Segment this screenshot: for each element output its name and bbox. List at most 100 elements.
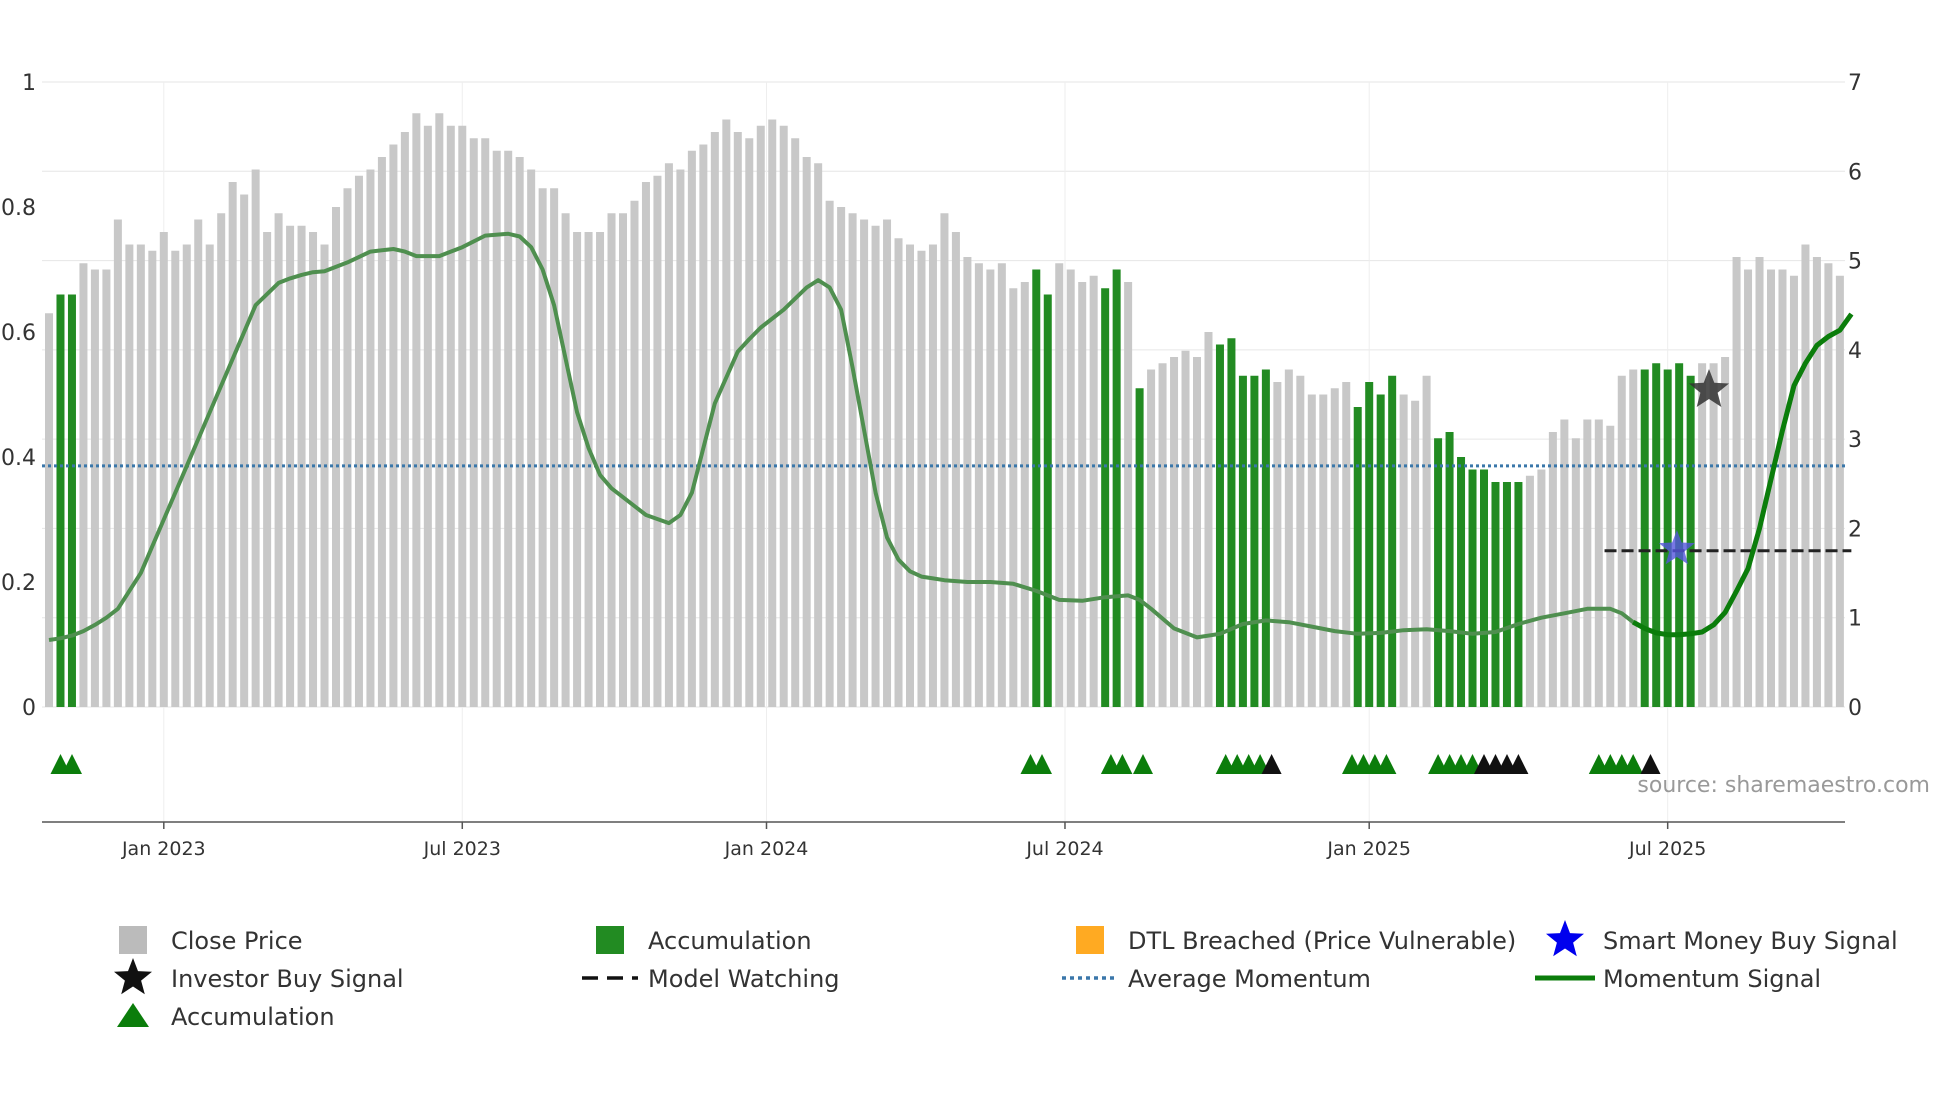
close-price-bar <box>446 125 455 707</box>
close-price-bar <box>423 125 432 707</box>
legend-star-icon <box>1546 920 1584 957</box>
legend-label: Average Momentum <box>1128 965 1371 993</box>
close-price-bar <box>687 150 696 707</box>
close-price-bar <box>1778 269 1787 707</box>
close-price-bar <box>1193 357 1201 707</box>
close-price-bar <box>515 157 524 707</box>
close-price-bar <box>733 132 742 707</box>
close-price-bar <box>1789 275 1798 707</box>
accumulation-bar <box>1261 369 1270 707</box>
close-price-bar <box>320 244 329 707</box>
close-price-bar <box>1824 263 1833 707</box>
close-price-bar <box>1170 357 1179 707</box>
legend-label: Close Price <box>171 927 303 955</box>
close-price-bar <box>263 232 272 707</box>
legend-label: Smart Money Buy Signal <box>1603 927 1898 955</box>
close-price-bar <box>332 207 340 707</box>
investor-buy-signal-star <box>1689 369 1729 407</box>
y-right-tick-label: 0 <box>1848 696 1862 721</box>
close-price-bar <box>136 244 145 707</box>
close-price-bar <box>1330 388 1339 707</box>
y-left-tick-label: 0.2 <box>1 571 36 596</box>
accumulation-marker <box>1261 754 1282 774</box>
close-price-bar <box>1296 375 1305 707</box>
price-bars <box>45 113 1844 707</box>
legend-label: Momentum Signal <box>1603 965 1821 993</box>
close-price-bar <box>217 213 226 707</box>
close-price-bar <box>1709 363 1718 707</box>
accumulation-bar <box>1457 457 1466 707</box>
close-price-bar <box>745 138 754 707</box>
close-price-bar <box>1812 257 1821 707</box>
y-left-tick-label: 0.4 <box>1 446 36 471</box>
close-price-bar <box>596 232 605 707</box>
close-price-bar <box>1548 432 1557 707</box>
close-price-bar <box>1066 269 1075 707</box>
close-price-bar <box>1698 363 1707 707</box>
close-price-bar <box>951 232 960 707</box>
close-price-bar <box>113 219 122 707</box>
y-right-tick-label: 5 <box>1848 250 1862 275</box>
close-price-bar <box>400 132 409 707</box>
close-price-bar <box>354 175 363 707</box>
accumulation-bar <box>1640 369 1649 707</box>
close-price-bar <box>194 219 203 707</box>
close-price-bar <box>159 232 168 707</box>
axes: 0 0.2 0.4 0.6 0.8 1 0 1 2 3 4 5 6 7 Jan 2023 Jul 2023 Ja… <box>1 71 1862 860</box>
close-price-bar <box>1594 419 1603 707</box>
legend-item: Accumulation <box>596 926 812 955</box>
close-price-bar <box>722 119 731 707</box>
close-price-bar <box>756 125 765 707</box>
close-price-bar <box>274 213 283 707</box>
legend-label: Model Watching <box>648 965 840 993</box>
close-price-bar <box>492 150 501 707</box>
close-price-bar <box>1525 475 1534 707</box>
x-tick-label: Jan 2024 <box>724 838 809 860</box>
close-price-bar <box>1273 382 1282 707</box>
close-price-bar <box>1835 275 1844 707</box>
close-price-bar <box>1399 394 1408 707</box>
close-price-bar <box>182 244 191 707</box>
accumulation-marker <box>1376 754 1397 774</box>
accumulation-marker <box>1640 754 1661 774</box>
accumulation-bar <box>1135 388 1144 707</box>
accumulation-bar <box>1353 407 1362 707</box>
y-right-tick-label: 3 <box>1848 428 1862 453</box>
accumulation-bar <box>56 294 65 707</box>
close-price-bar <box>504 150 513 707</box>
accumulation-marker <box>1623 754 1644 774</box>
close-price-bar <box>986 269 995 707</box>
close-price-bar <box>1755 257 1764 707</box>
y-left-tick-label: 0.8 <box>1 196 36 221</box>
close-price-bar <box>458 125 467 707</box>
legend: Close Price Accumulation DTL Breached (Pri… <box>114 920 1898 1031</box>
close-price-bar <box>102 269 111 707</box>
accumulation-bar <box>1514 482 1523 707</box>
accumulation-bar <box>1376 394 1385 707</box>
close-price-bar <box>550 188 559 707</box>
close-price-bar <box>676 169 685 707</box>
legend-item: Smart Money Buy Signal <box>1546 920 1898 957</box>
legend-item: Close Price <box>119 926 303 955</box>
y-right-tick-label: 4 <box>1848 339 1862 364</box>
momentum-signal-line <box>48 231 1854 642</box>
close-price-bar <box>917 250 926 707</box>
close-price-bar <box>228 182 237 707</box>
close-price-bar <box>664 163 673 707</box>
legend-item: Accumulation <box>117 1003 335 1031</box>
close-price-bar <box>125 244 134 707</box>
accumulation-bar <box>1675 363 1684 707</box>
x-tick-label: Jan 2025 <box>1326 838 1411 860</box>
legend-item: Investor Buy Signal <box>114 958 404 995</box>
close-price-bar <box>1009 288 1018 707</box>
legend-square-icon <box>596 926 624 954</box>
close-price-bar <box>1629 369 1638 707</box>
x-tick-label: Jan 2023 <box>121 838 206 860</box>
close-price-bar <box>309 232 318 707</box>
legend-item: Average Momentum <box>1062 965 1371 993</box>
close-price-bar <box>251 169 260 707</box>
accumulation-marker <box>1133 754 1153 774</box>
close-price-bar <box>963 257 972 707</box>
accumulation-bar <box>1388 375 1397 707</box>
